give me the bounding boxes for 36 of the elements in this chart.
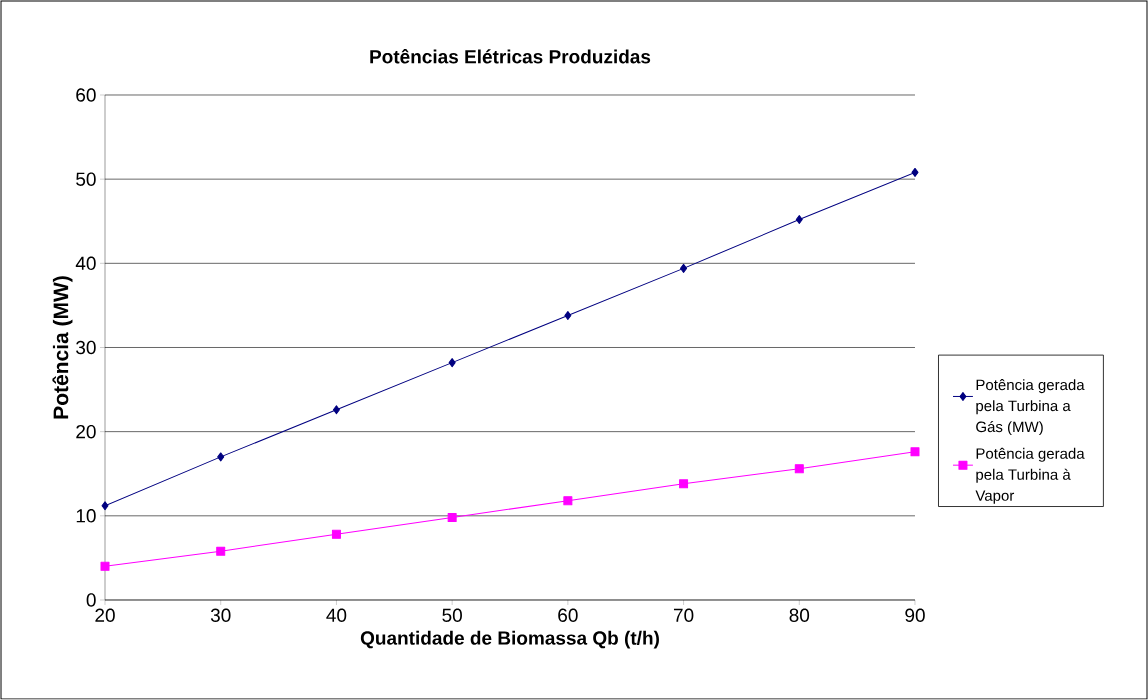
- x-tick-label: 40: [326, 608, 347, 622]
- point: [101, 501, 109, 511]
- point: [794, 464, 804, 474]
- point: [563, 496, 573, 506]
- point: [910, 447, 920, 457]
- y-tick-label: 50: [76, 172, 96, 186]
- y-tick-label: 30: [76, 340, 96, 355]
- chart-title: Potências Elétricas Produzidas: [370, 49, 651, 64]
- point: [448, 358, 456, 368]
- x-tick-label: 30: [210, 608, 231, 622]
- point: [100, 561, 110, 571]
- x-tick-label: 50: [442, 608, 462, 622]
- point: [216, 546, 226, 556]
- point: [217, 452, 225, 462]
- point: [331, 529, 341, 539]
- legend-label: Potência gerada pela Turbina à Vapor: [975, 447, 1085, 504]
- x-tick-label: 70: [673, 608, 694, 622]
- x-tick-label: 20: [95, 608, 115, 622]
- y-tick-label: 0: [86, 593, 96, 607]
- y-tick-label: 20: [76, 424, 96, 439]
- point: [447, 513, 457, 522]
- y-axis-title: Potência (MW): [52, 276, 73, 419]
- point: [679, 479, 689, 489]
- point: [680, 263, 688, 273]
- x-tick-label: 60: [558, 608, 578, 622]
- point: [332, 405, 340, 415]
- x-axis-title: Quantidade de Biomassa Qb (t/h): [360, 630, 659, 649]
- legend-label: Potência gerada pela Turbina a Gás (MW): [976, 379, 1085, 436]
- y-tick-label: 10: [76, 509, 96, 523]
- point: [795, 215, 803, 225]
- point: [564, 311, 572, 321]
- y-tick-label: 40: [75, 256, 96, 271]
- x-tick-label: 80: [789, 608, 810, 622]
- y-tick-label: 60: [76, 88, 96, 102]
- point: [911, 167, 919, 177]
- x-tick-label: 90: [905, 608, 925, 622]
